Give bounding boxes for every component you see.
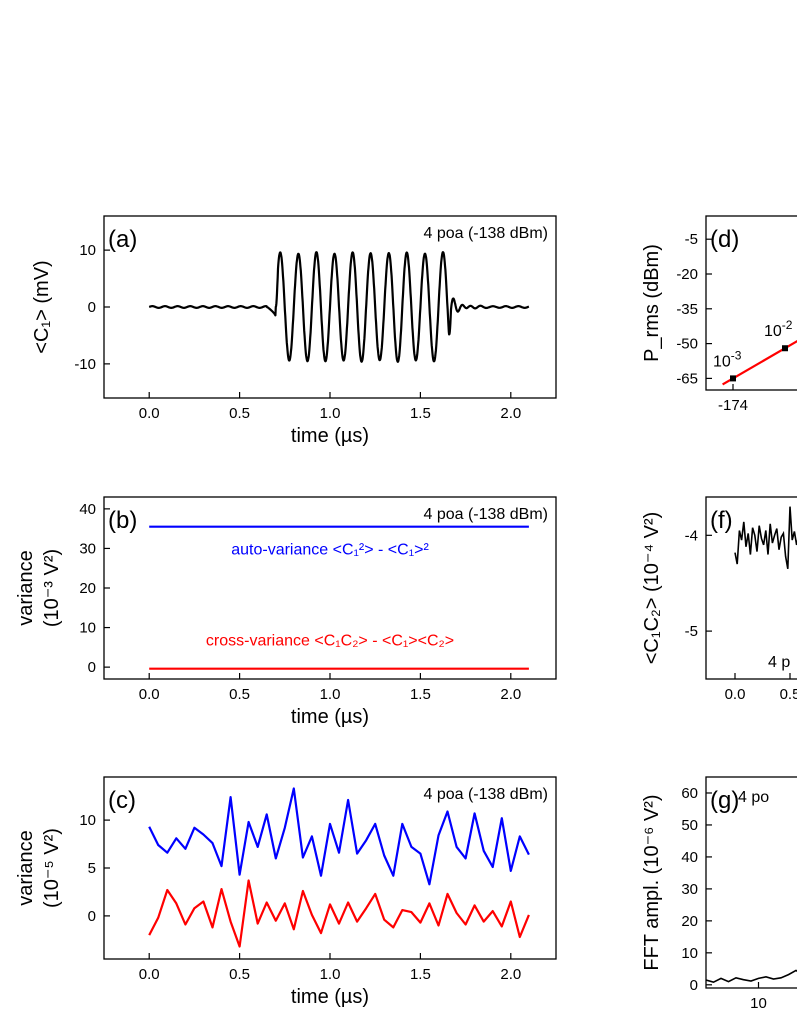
y-tick-label: -35: [676, 301, 698, 318]
x-tick-label: 0.0: [139, 966, 160, 983]
y-tick-label: 40: [681, 849, 698, 866]
panel-g: 0 10 20 30 40 50 60 10 (g)4 po FFT ampl. (10⁻⁶ V²…: [641, 776, 797, 1012]
plot-frame: [103, 496, 557, 680]
panel-f: -5 -4 0.0 0.5 (f) 4 p <C₁C₂> (10⁻⁴ V²): [641, 496, 797, 703]
y-axis-unit: (10⁻³ V²): [41, 549, 63, 627]
x-tick-label: 1.5: [410, 405, 431, 422]
panel-label: (d): [710, 226, 739, 253]
y-axis-label: P_rms (dBm): [641, 244, 663, 362]
plot-area: [149, 525, 529, 670]
y-tick-label: -20: [676, 266, 698, 283]
y-tick-label: -10: [74, 356, 96, 373]
y-axis-label: <C₁> (mV): [31, 260, 53, 353]
series-line-1: [148, 787, 530, 886]
series-line-2: [148, 879, 530, 948]
panel-d: -65 -50 -35 -20 -5 -174 (d) 10-3 10-2 P_rms (dBm): [641, 215, 797, 414]
y-tick-label: -5: [685, 231, 698, 248]
legend-cross-variance: cross-variance <C₁C₂> - <C₁><C₂>: [206, 632, 454, 649]
x-tick-label: 1.5: [410, 966, 431, 983]
x-tick-label: -174: [718, 397, 748, 414]
panel-c: 0.0 0.5 1.0 1.5 2.0 0 5 10 time (µs) (c) 4 poa (-1…: [15, 776, 557, 1008]
y-tick-label: 40: [79, 501, 96, 518]
y-tick-label: 0: [88, 908, 96, 925]
x-axis-label: time (µs): [291, 986, 369, 1008]
y-tick-label: -4: [685, 527, 698, 544]
x-tick-label: 0.0: [139, 686, 160, 703]
y-axis-label: <C₁C₂> (10⁻⁴ V²): [641, 512, 663, 665]
x-tick-label: 2.0: [500, 686, 521, 703]
y-tick-label: 30: [79, 540, 96, 557]
y-tick-label: 30: [681, 881, 698, 898]
plot-area: [148, 251, 530, 363]
fit-line: [722, 340, 797, 386]
y-tick-label: 20: [79, 580, 96, 597]
x-tick-label: 0.5: [229, 966, 250, 983]
power-annotation: 4 poa (-138 dBm): [423, 225, 548, 242]
y-axis-label: variance: [15, 830, 37, 906]
series-line-1: [148, 251, 530, 363]
panel-a: 0.0 0.5 1.0 1.5 2.0 -10 0 10 time (µs) (a) 4 poa (…: [31, 215, 557, 447]
plot-area: [706, 969, 797, 984]
panel-label: (a): [108, 226, 137, 253]
power-annotation: 4 p: [768, 654, 790, 671]
x-tick-label: 1.0: [320, 686, 341, 703]
x-tick-label: 2.0: [500, 966, 521, 983]
y-tick-label: 10: [79, 812, 96, 829]
power-annotation: 4 poa (-138 dBm): [423, 786, 548, 803]
series-line-1: [706, 969, 797, 984]
y-tick-label: 10: [79, 620, 96, 637]
y-tick-label: 0: [690, 977, 698, 994]
x-axis-label: time (µs): [291, 706, 369, 728]
x-tick-label: 10: [750, 995, 767, 1012]
x-tick-label: 1.5: [410, 686, 431, 703]
panel-label: (f): [710, 507, 733, 534]
y-tick-label: -5: [685, 623, 698, 640]
plot-area: [734, 506, 797, 569]
y-tick-label: -65: [676, 370, 698, 387]
panel-label: (g): [710, 787, 739, 814]
data-point: [782, 345, 788, 352]
panel-b: 0.0 0.5 1.0 1.5 2.0 0 10 20 30 40 time (µs) (b) 4 po…: [15, 496, 557, 728]
power-annotation: 4 po: [738, 789, 769, 806]
x-tick-label: 0.0: [725, 686, 746, 703]
plot-frame: [705, 215, 797, 391]
legend-auto-variance: auto-variance <C₁²> - <C₁>²: [231, 541, 429, 558]
x-tick-label: 0.5: [229, 405, 250, 422]
x-tick-label: 0.5: [229, 686, 250, 703]
y-tick-label: 60: [681, 785, 698, 802]
point-label-1: 10-3: [713, 348, 742, 370]
data-point: [730, 375, 736, 382]
y-tick-label: 0: [88, 659, 96, 676]
y-axis-unit: (10⁻⁵ V²): [41, 828, 63, 908]
y-tick-label: 50: [681, 817, 698, 834]
plot-frame: [705, 496, 797, 680]
x-tick-label: 1.0: [320, 405, 341, 422]
power-annotation: 4 poa (-138 dBm): [423, 506, 548, 523]
y-tick-label: 10: [681, 945, 698, 962]
series-line-1: [734, 506, 797, 569]
x-tick-label: 0.0: [139, 405, 160, 422]
y-axis-label: FFT ampl. (10⁻⁶ V²): [641, 794, 663, 970]
plot-area: [722, 340, 797, 386]
x-tick-label: 2.0: [500, 405, 521, 422]
plot-frame: [103, 776, 557, 960]
panel-label: (b): [108, 507, 137, 534]
y-tick-label: 5: [88, 860, 96, 877]
x-axis-label: time (µs): [291, 425, 369, 447]
point-label-2: 10-2: [764, 318, 793, 340]
y-tick-label: 10: [79, 242, 96, 259]
x-tick-label: 0.5: [780, 686, 797, 703]
panel-label: (c): [108, 787, 136, 814]
plot-area: [148, 787, 530, 948]
y-tick-label: 20: [681, 913, 698, 930]
plot-frame: [705, 776, 797, 989]
y-axis-label: variance: [15, 550, 37, 626]
x-tick-label: 1.0: [320, 966, 341, 983]
y-tick-label: -50: [676, 336, 698, 353]
y-tick-label: 0: [88, 299, 96, 316]
